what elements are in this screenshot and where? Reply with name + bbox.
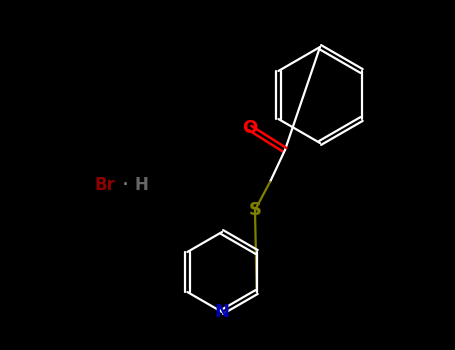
Text: S: S xyxy=(248,201,262,219)
Text: Br: Br xyxy=(95,176,116,194)
Text: N: N xyxy=(214,303,229,321)
Text: ·: · xyxy=(121,175,128,195)
Text: O: O xyxy=(243,119,258,137)
Text: H: H xyxy=(134,176,148,194)
